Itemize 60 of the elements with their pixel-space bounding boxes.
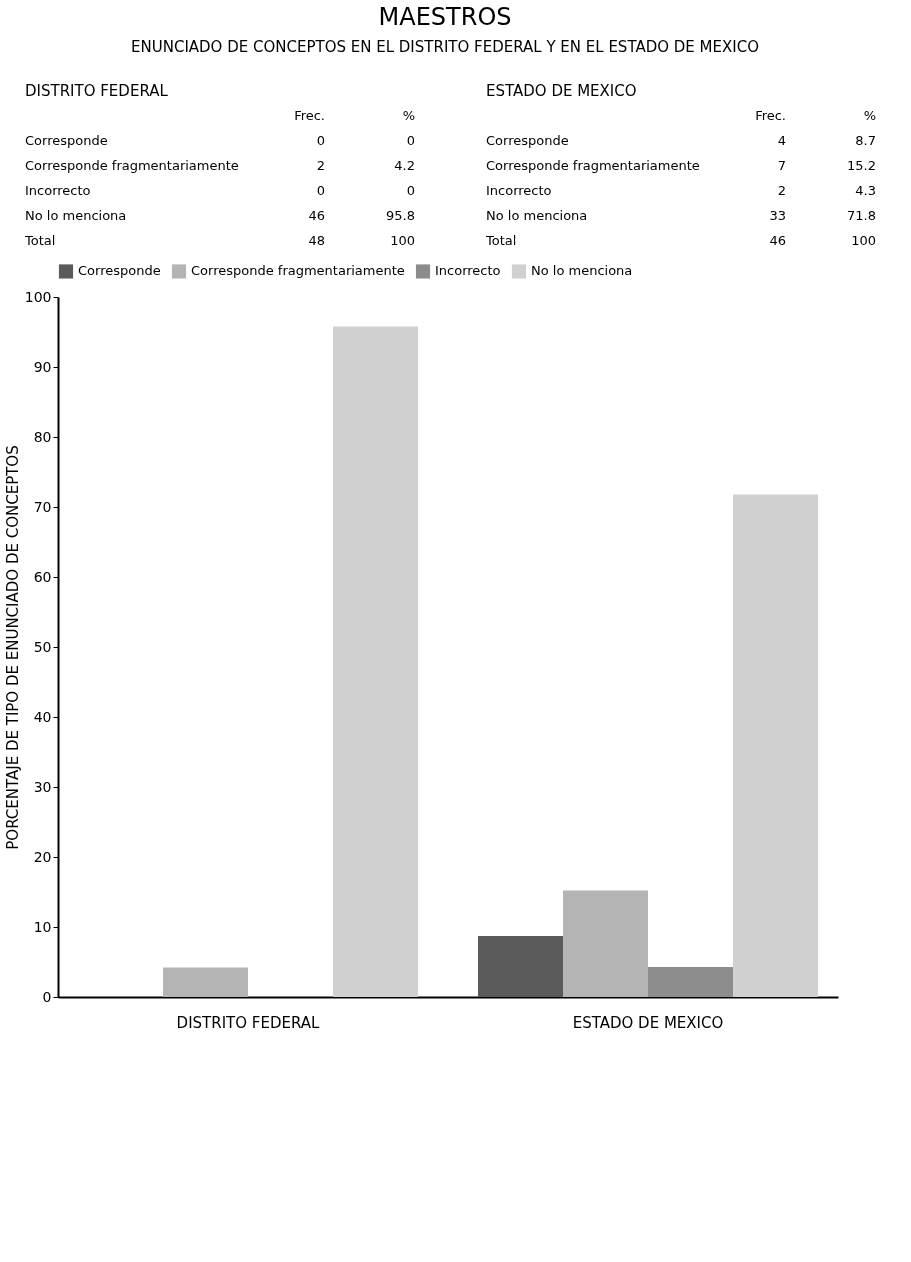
y-tick-label: 100 [24, 288, 52, 305]
data-label: 2 [316, 157, 325, 173]
y-tick-label: 10 [33, 918, 52, 935]
legend-label: Corresponde fragmentariamente [191, 263, 405, 279]
y-tick-label: 80 [33, 428, 52, 445]
data-label: 0 [316, 182, 325, 198]
legend-label: Incorrecto [435, 263, 501, 279]
category-label: Total [24, 232, 56, 248]
data-label: 46 [308, 207, 325, 223]
category-label: Total [485, 232, 517, 248]
data-label: 46 [769, 232, 786, 248]
y-tick-label: 60 [33, 568, 52, 585]
series-label: Frec. [755, 107, 786, 123]
bar [733, 494, 818, 997]
data-label: 4.2 [394, 157, 415, 173]
category-label: Incorrecto [25, 182, 91, 198]
bar [563, 890, 648, 997]
bar [478, 936, 563, 997]
bar [163, 967, 248, 997]
data-label: 100 [851, 232, 876, 248]
category-label: Corresponde fragmentariamente [486, 157, 700, 173]
text: % [863, 107, 876, 123]
bar [648, 966, 733, 997]
data-label: 0 [406, 182, 415, 198]
data-label: 8.7 [855, 132, 876, 148]
text: DISTRITO FEDERAL [25, 82, 169, 100]
data-label: 48 [308, 232, 325, 248]
category-label: Corresponde fragmentariamente [25, 157, 239, 173]
legend-label: Corresponde [78, 263, 161, 279]
text: ENUNCIADO DE CONCEPTOS EN EL DISTRITO FEDERAL Y EN EL ESTADO DE MEXICO [131, 37, 759, 56]
data-label: 4 [777, 132, 786, 148]
y-axis-title: PORCENTAJE DE TIPO DE ENUNCIADO DE CONCEPTOS [3, 445, 22, 850]
text: ESTADO DE MEXICO [486, 82, 637, 100]
bar [333, 326, 418, 997]
y-tick-label: 0 [42, 988, 52, 1005]
data-label: 71.8 [847, 207, 876, 223]
category-label: Incorrecto [486, 182, 552, 198]
y-tick-label: 40 [33, 708, 52, 725]
y-tick-label: 70 [33, 498, 52, 515]
text: MAESTROS [378, 2, 512, 31]
data-label: 7 [777, 157, 786, 173]
category-label: No lo menciona [486, 207, 588, 223]
legend-label: No lo menciona [531, 263, 633, 279]
series-label: Frec. [294, 107, 325, 123]
data-label: 0 [316, 132, 325, 148]
data-label: 4.3 [855, 182, 876, 198]
data-label: 95.8 [386, 207, 415, 223]
data-label: 0 [406, 132, 415, 148]
category-label: Corresponde [486, 132, 569, 148]
text: % [402, 107, 415, 123]
category-label: No lo menciona [25, 207, 127, 223]
data-label: 100 [390, 232, 415, 248]
category-label: Corresponde [25, 132, 108, 148]
y-tick-label: 30 [33, 778, 52, 795]
y-tick-label: 90 [33, 358, 52, 375]
y-tick-label: 20 [33, 848, 52, 865]
y-tick-label: 50 [33, 638, 52, 655]
data-label: 2 [777, 182, 786, 198]
data-label: 15.2 [847, 157, 876, 173]
data-label: 33 [769, 207, 786, 223]
